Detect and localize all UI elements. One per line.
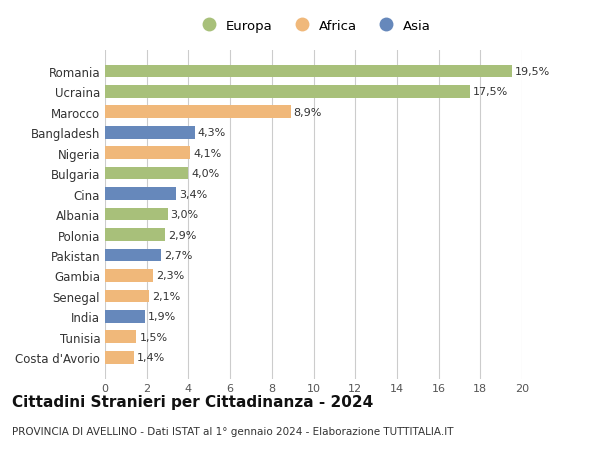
Bar <box>105 65 512 78</box>
Text: Cittadini Stranieri per Cittadinanza - 2024: Cittadini Stranieri per Cittadinanza - 2… <box>12 394 373 409</box>
Bar <box>105 127 194 139</box>
Text: 1,9%: 1,9% <box>148 312 176 322</box>
Text: 4,0%: 4,0% <box>191 169 220 179</box>
Text: 19,5%: 19,5% <box>515 67 550 77</box>
Bar <box>105 147 190 160</box>
Bar <box>105 86 470 99</box>
Bar <box>105 269 153 282</box>
Bar <box>105 229 166 241</box>
Text: 1,5%: 1,5% <box>139 332 167 342</box>
Bar <box>105 208 167 221</box>
Bar <box>105 290 149 302</box>
Bar <box>105 351 134 364</box>
Text: 2,3%: 2,3% <box>156 271 184 281</box>
Text: 17,5%: 17,5% <box>473 87 508 97</box>
Bar <box>105 249 161 262</box>
Text: 2,7%: 2,7% <box>164 251 193 260</box>
Legend: Europa, Africa, Asia: Europa, Africa, Asia <box>190 14 437 38</box>
Text: 4,3%: 4,3% <box>198 128 226 138</box>
Bar <box>105 188 176 201</box>
Bar <box>105 330 136 343</box>
Text: 1,4%: 1,4% <box>137 353 166 363</box>
Text: 8,9%: 8,9% <box>293 107 322 118</box>
Bar <box>105 310 145 323</box>
Text: 4,1%: 4,1% <box>194 148 222 158</box>
Text: 2,1%: 2,1% <box>152 291 180 301</box>
Text: PROVINCIA DI AVELLINO - Dati ISTAT al 1° gennaio 2024 - Elaborazione TUTTITALIA.: PROVINCIA DI AVELLINO - Dati ISTAT al 1°… <box>12 426 454 436</box>
Bar <box>105 106 290 119</box>
Text: 3,0%: 3,0% <box>170 210 199 219</box>
Text: 3,4%: 3,4% <box>179 189 207 199</box>
Text: 2,9%: 2,9% <box>169 230 197 240</box>
Bar <box>105 168 188 180</box>
